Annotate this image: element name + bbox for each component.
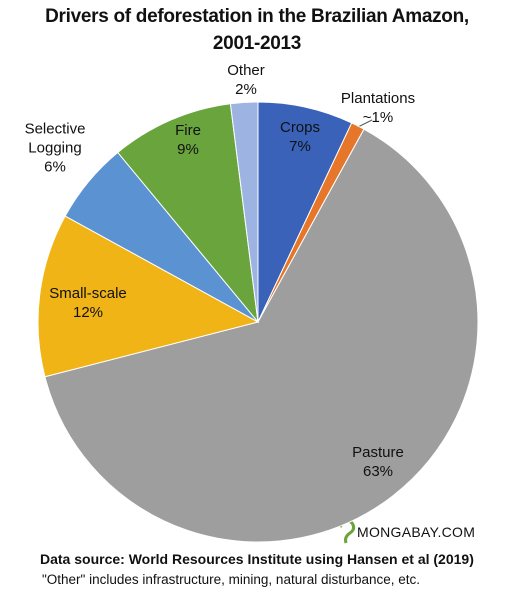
value-label: 12% — [72, 304, 104, 321]
slice-label: Small-scale 12% — [43, 284, 133, 322]
value-label: 2% — [235, 81, 257, 98]
value-label: 63% — [362, 463, 394, 480]
chart-title: Drivers of deforestation in the Brazilia… — [45, 6, 469, 27]
category-label: Selective Logging — [24, 120, 86, 157]
category-label: Fire — [175, 122, 201, 139]
slice-label: Pasture 63% — [348, 443, 408, 481]
value-label: 9% — [177, 141, 199, 158]
value-label: ~1% — [362, 109, 394, 126]
value-label: 7% — [289, 138, 311, 155]
pie-slice — [37, 215, 260, 378]
category-label: Small-scale — [49, 285, 127, 302]
slice-label: Other 2% — [221, 61, 271, 99]
value-label: 6% — [44, 158, 66, 176]
slice-label: Fire 9% — [163, 121, 213, 159]
watermark: MONGABAY.COM — [357, 524, 476, 540]
category-label: Crops — [279, 119, 320, 136]
source: Data source: World Resources Institute u… — [40, 551, 474, 567]
category-label: Plantations — [340, 90, 416, 107]
slice-label: Crops 7% — [270, 118, 330, 156]
category-label: Other — [227, 62, 265, 79]
category-label: Pasture — [352, 444, 404, 461]
note: "Other" includes infrastructure, mining,… — [42, 572, 421, 587]
pie-slice — [229, 101, 259, 323]
slice-label: Plantations ~1% — [328, 89, 428, 127]
slice-label: Selective Logging 6% — [15, 120, 95, 177]
pie-slice — [44, 128, 479, 543]
pie-slice — [117, 103, 259, 324]
chart-title: 2001-2013 — [212, 33, 302, 54]
